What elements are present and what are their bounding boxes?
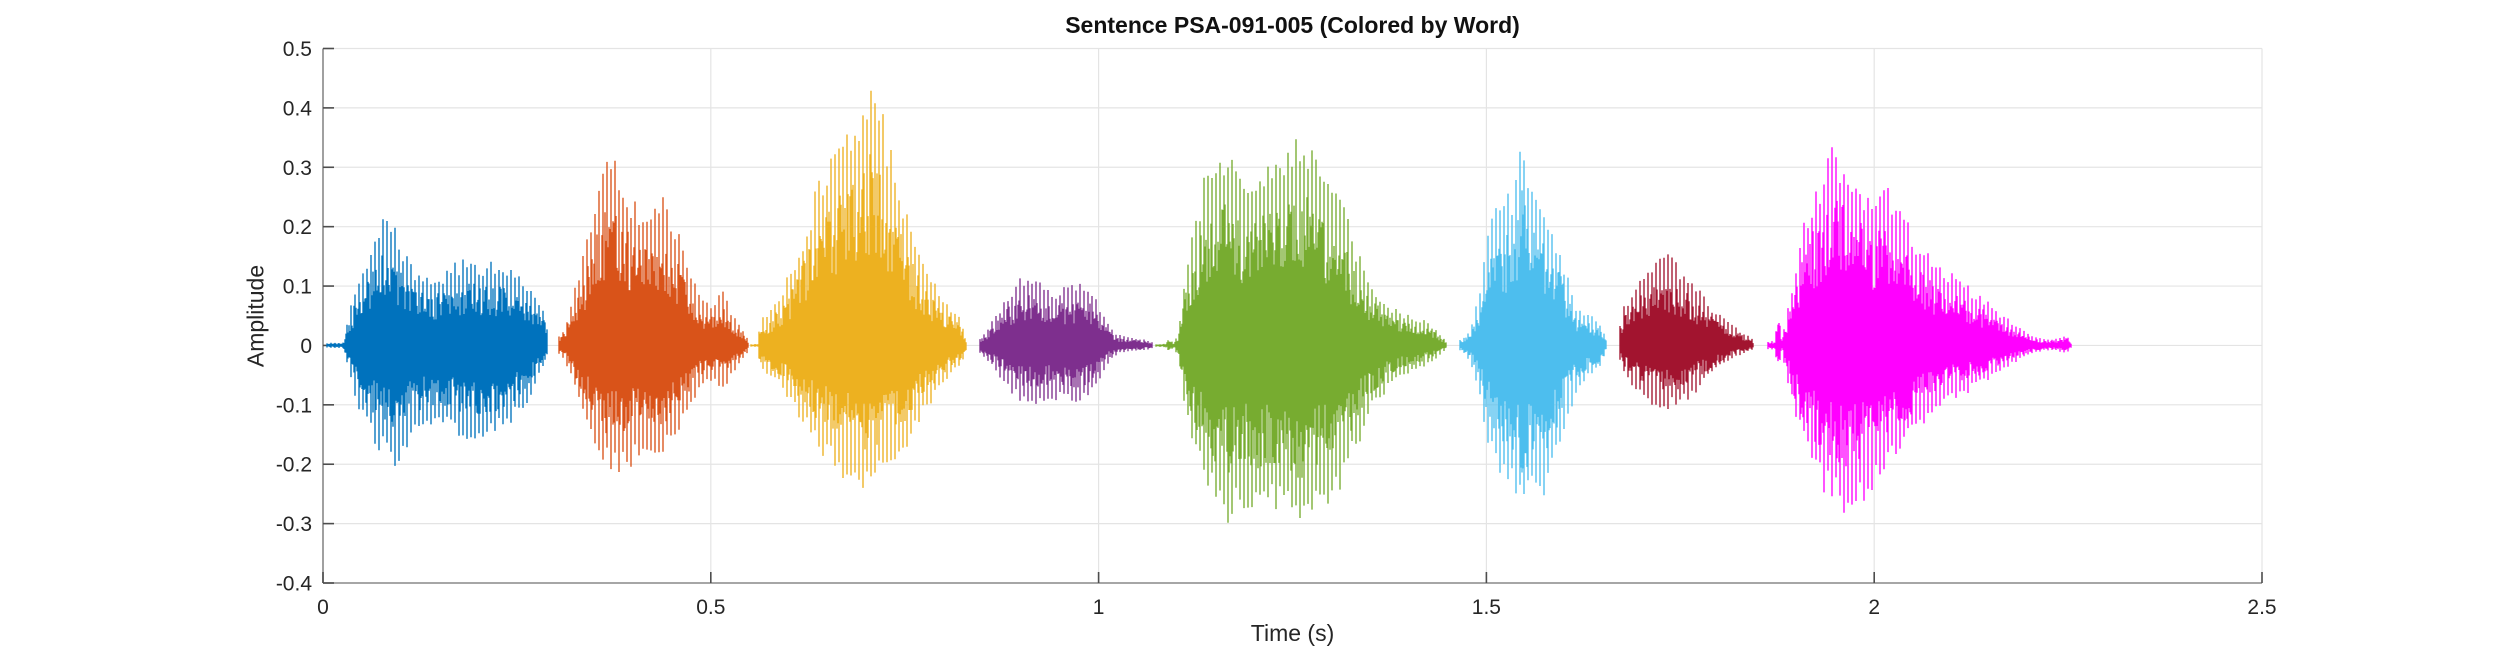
word-waveform-1 [326, 219, 548, 466]
x-tick-label: 2 [1868, 596, 1880, 619]
y-tick-label: 0.2 [283, 216, 312, 239]
word-waveform-8 [1767, 147, 2072, 513]
y-tick-label: -0.4 [276, 573, 313, 596]
x-tick-label: 0.5 [696, 596, 725, 619]
y-tick-label: 0.5 [283, 38, 312, 61]
tick-marks [322, 47, 2263, 584]
x-tick-labels: 0 0.5 1 1.5 2 2.5 [317, 596, 2276, 619]
y-tick-label: 0.3 [283, 157, 312, 180]
word-waveform-7 [1619, 254, 1754, 409]
word-waveform-2 [558, 160, 749, 472]
y-tick-labels: 0.5 0.4 0.3 0.2 0.1 0 -0.1 -0.2 -0.3 -0.4 [276, 38, 313, 596]
word-waveform-4 [979, 278, 1153, 404]
y-tick-label: 0.4 [283, 97, 313, 120]
y-axis-label: Amplitude [242, 264, 269, 368]
x-tick-label: 2.5 [2247, 596, 2276, 619]
y-tick-label: -0.1 [276, 394, 312, 417]
axis-spines [322, 48, 2262, 584]
word-waveform-5 [1155, 139, 1447, 523]
waveform [326, 90, 2072, 523]
x-tick-label: 1.5 [1472, 596, 1501, 619]
chart-title: Sentence PSA-091-005 (Colored by Word) [1065, 12, 1520, 38]
x-tick-label: 1 [1093, 596, 1105, 619]
y-tick-label: -0.3 [276, 513, 312, 536]
x-tick-label: 0 [317, 596, 329, 619]
x-axis-label: Time (s) [1250, 620, 1335, 646]
y-tick-label: 0.1 [283, 276, 312, 299]
word-waveform-3 [750, 90, 967, 488]
y-tick-label: 0 [300, 335, 312, 358]
word-waveform-6 [1459, 151, 1607, 496]
y-tick-label: -0.2 [276, 454, 312, 477]
